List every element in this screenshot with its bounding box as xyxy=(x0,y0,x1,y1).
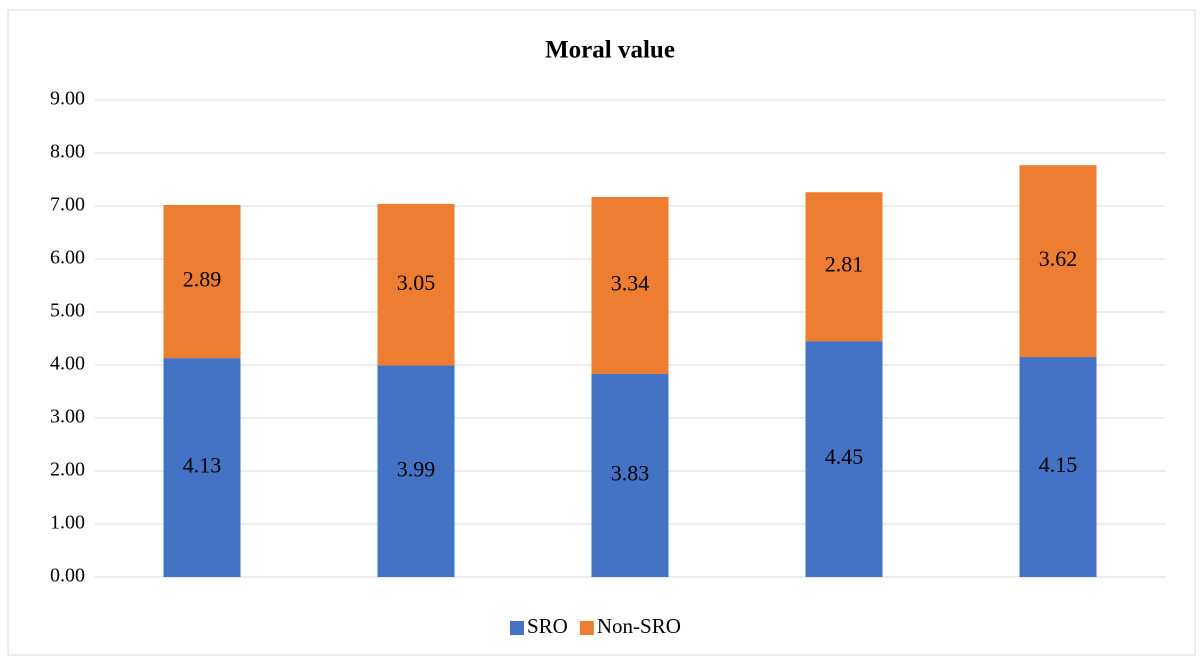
y-tick-label: 6.00 xyxy=(50,247,85,269)
y-tick-label: 8.00 xyxy=(50,141,85,163)
bar-segment xyxy=(591,196,669,375)
legend-swatch xyxy=(510,621,524,635)
data-label: 4.15 xyxy=(1039,452,1078,477)
data-label: 4.13 xyxy=(183,453,222,478)
y-tick-label: 5.00 xyxy=(50,300,85,322)
bar-segment xyxy=(377,203,455,366)
data-label: 2.81 xyxy=(825,252,864,277)
data-label: 2.89 xyxy=(183,267,222,292)
bar-segment xyxy=(591,374,669,577)
data-label: 3.05 xyxy=(397,270,436,295)
bar-segment xyxy=(1019,357,1097,577)
data-label: 3.83 xyxy=(611,461,650,486)
bar-segment xyxy=(163,204,241,359)
data-label: 3.34 xyxy=(611,271,650,296)
bar-segment xyxy=(377,365,455,577)
data-label: 4.45 xyxy=(825,444,864,469)
bar-segment xyxy=(805,192,883,342)
legend-label: SRO xyxy=(527,614,568,638)
legend-label: Non-SRO xyxy=(597,614,681,638)
chart-title: Moral value xyxy=(545,37,675,64)
legend-swatch xyxy=(579,621,594,635)
data-label: 3.62 xyxy=(1039,246,1078,271)
y-tick-label: 1.00 xyxy=(50,512,85,534)
y-tick-label: 3.00 xyxy=(50,406,85,428)
data-label: 3.99 xyxy=(397,456,436,481)
y-tick-label: 2.00 xyxy=(50,459,85,481)
bar-segment xyxy=(1019,165,1097,358)
y-tick-label: 9.00 xyxy=(50,88,85,110)
y-tick-label: 4.00 xyxy=(50,353,85,375)
bar-segment xyxy=(805,341,883,577)
y-tick-label: 7.00 xyxy=(50,194,85,216)
bar-segment xyxy=(163,358,241,577)
y-tick-label: 0.00 xyxy=(50,565,85,587)
